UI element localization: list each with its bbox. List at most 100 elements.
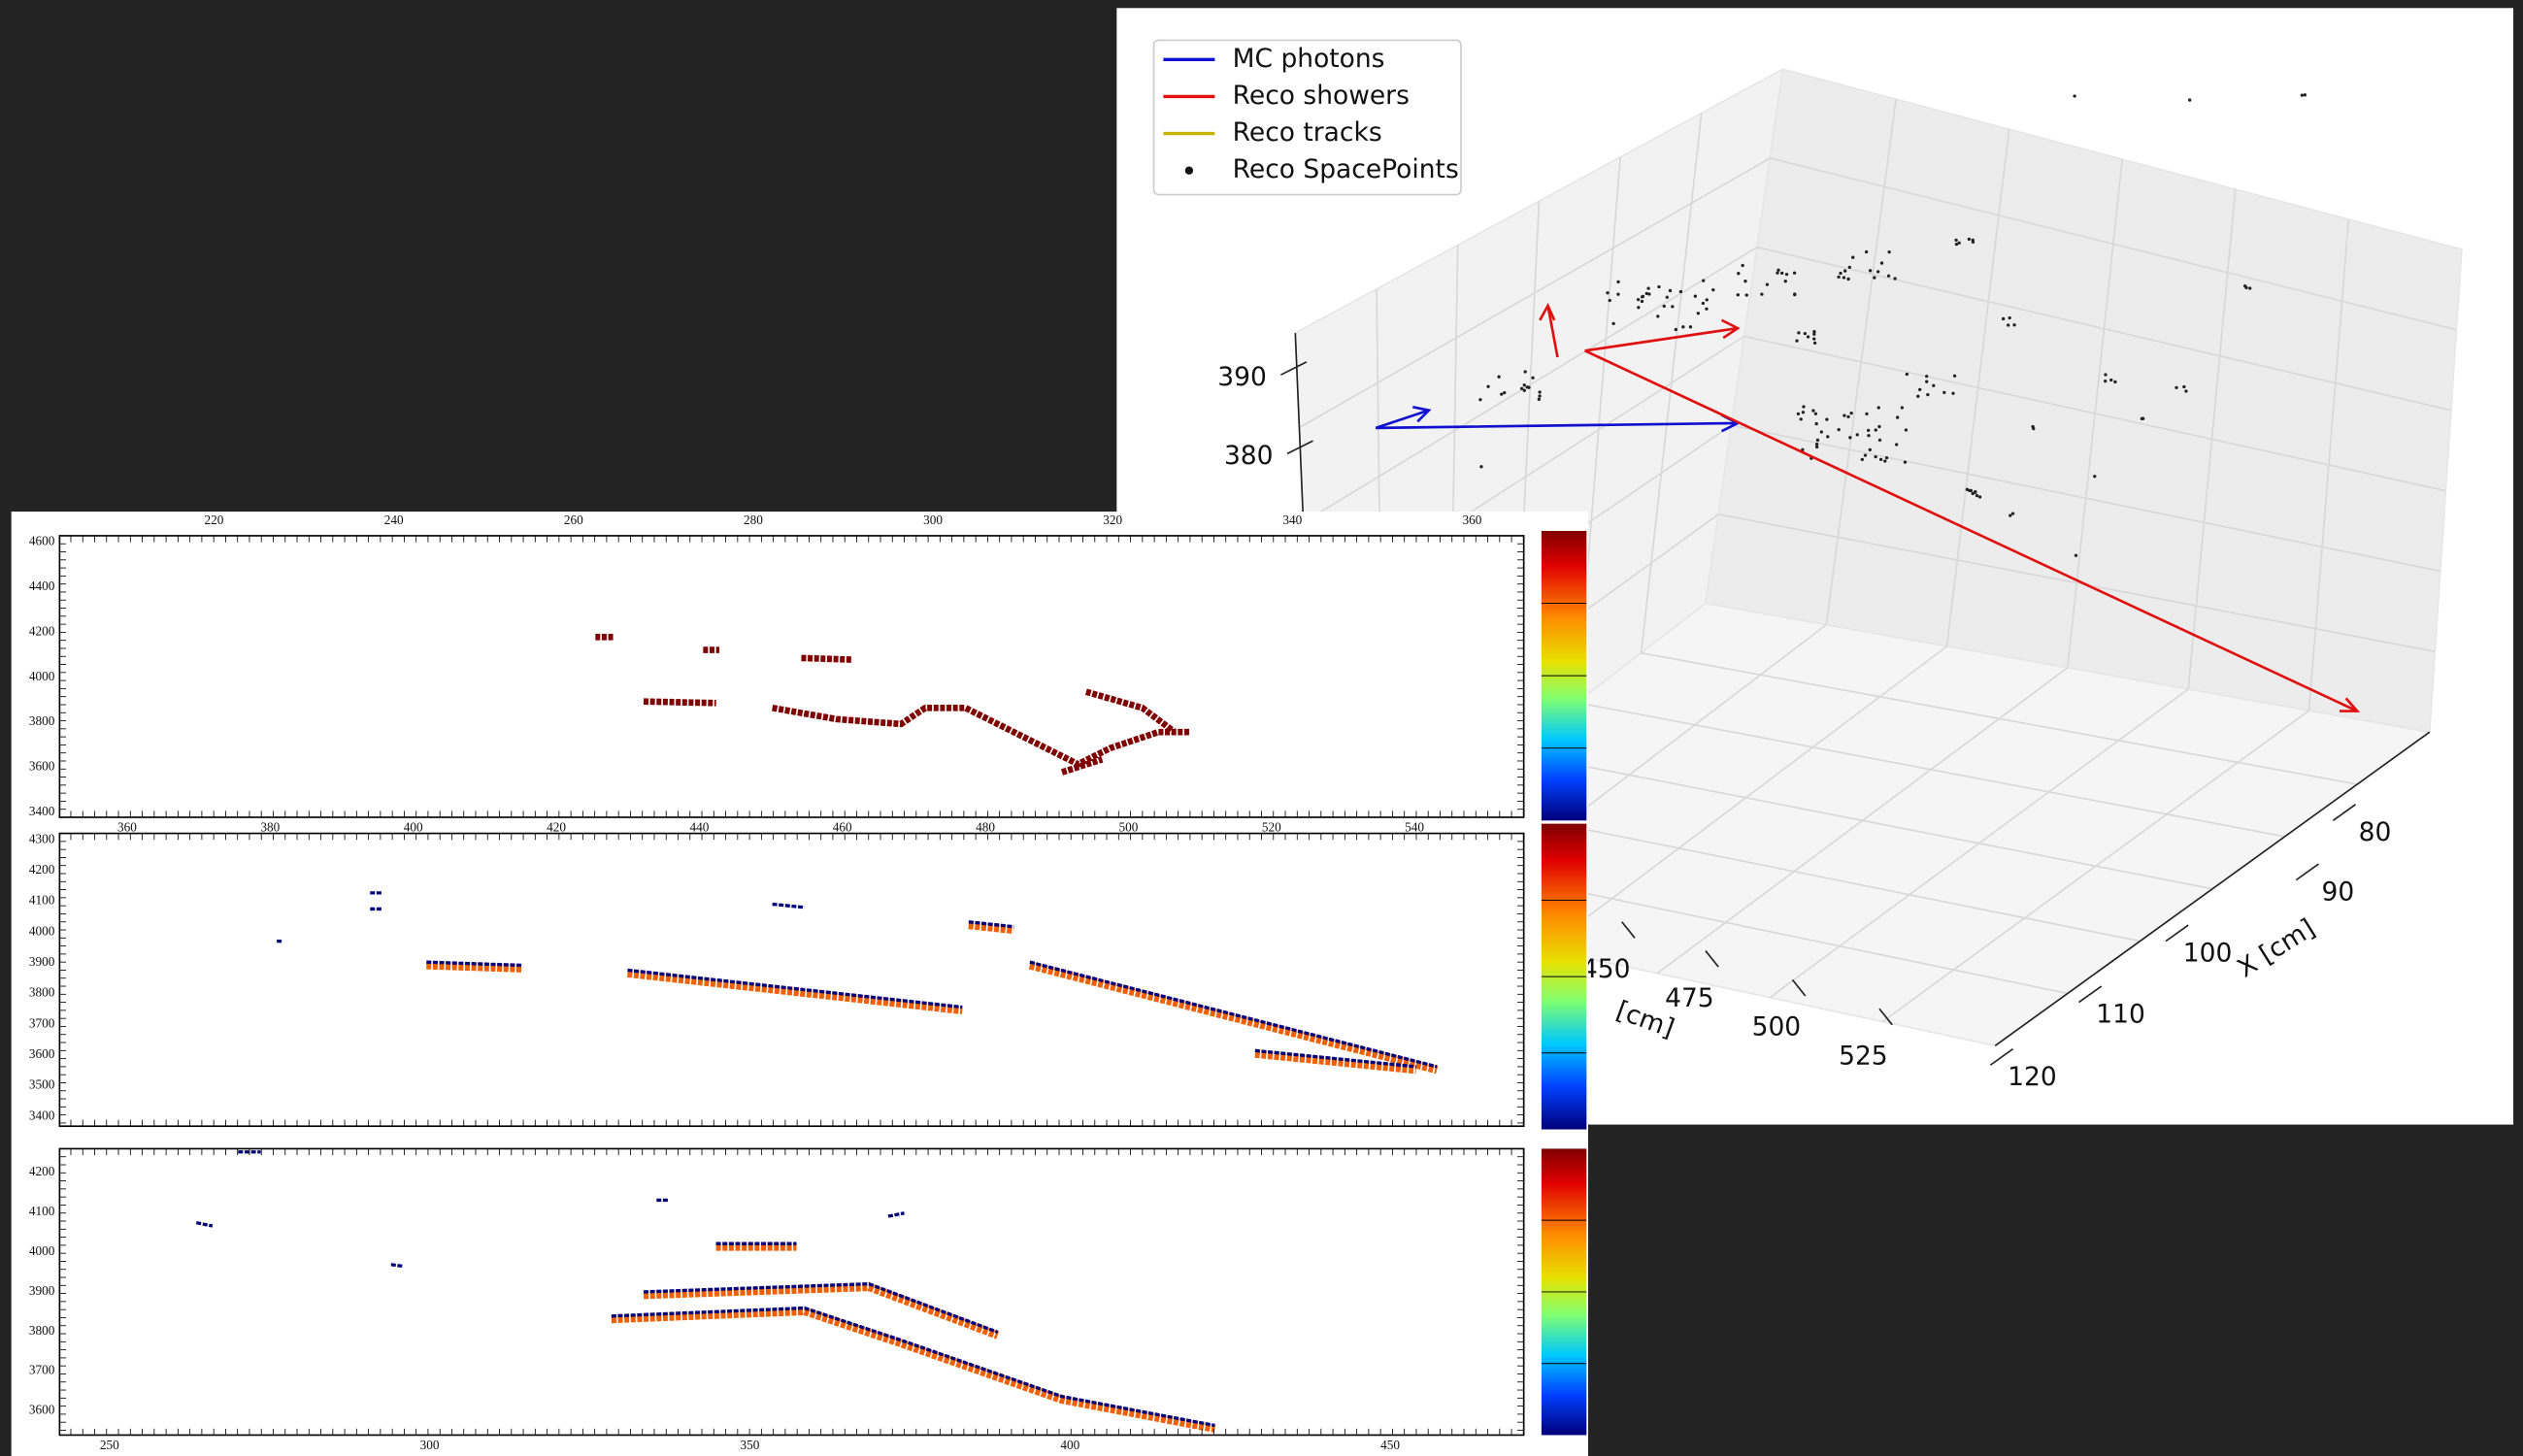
hit-track	[277, 891, 1438, 1069]
spacepoint	[1876, 270, 1880, 274]
spacepoint	[1863, 453, 1868, 457]
spacepoint	[1776, 268, 1780, 272]
spacepoint	[1616, 280, 1620, 284]
y-tick-label: 4200	[29, 862, 55, 877]
spacepoint	[1662, 304, 1666, 309]
spacepoint	[1538, 390, 1542, 394]
spacepoint	[1903, 460, 1908, 464]
y-tick	[1705, 950, 1719, 968]
spacepoint	[1954, 242, 1959, 247]
spacepoint	[1886, 274, 1891, 278]
spacepoint	[1866, 428, 1871, 433]
y-tick-label: 3900	[29, 1283, 55, 1298]
window-background	[11, 512, 1588, 1456]
spacepoint	[1606, 291, 1610, 295]
spacepoint	[1842, 276, 1846, 280]
spacepoint	[1814, 443, 1819, 447]
spacepoint	[1812, 341, 1817, 346]
spacepoint	[1868, 269, 1873, 273]
x-tick-label: 400	[404, 820, 423, 835]
spacepoint	[1668, 288, 1673, 293]
y-tick-label: 4000	[29, 1243, 55, 1258]
y-tick-label: 4100	[29, 1204, 55, 1218]
spacepoint	[2243, 283, 2247, 288]
spacepoint	[2303, 93, 2307, 97]
spacepoint	[1878, 457, 1883, 462]
x-tick	[2332, 804, 2357, 821]
spacepoint	[2188, 98, 2192, 102]
legend-label: Reco showers	[1233, 81, 1410, 111]
spacepoint	[1874, 428, 1877, 432]
spacepoint	[1792, 271, 1797, 275]
spacepoint	[1826, 435, 1830, 439]
spacepoint	[1837, 275, 1841, 280]
spacepoint	[1848, 436, 1852, 440]
spacepoint	[1519, 386, 1524, 391]
x-tick-label: 480	[976, 820, 995, 835]
spacepoint	[1711, 288, 1715, 292]
spacepoint	[1784, 272, 1789, 277]
spacepoint	[1855, 433, 1859, 437]
spacepoint	[1877, 424, 1881, 429]
spacepoint	[1500, 392, 1504, 396]
spacepoint	[1814, 445, 1819, 449]
spacepoint	[1918, 387, 1922, 392]
y-tick-label: 4600	[29, 534, 55, 548]
z-tick-label: 390	[1217, 362, 1267, 392]
spacepoint	[1503, 391, 1507, 395]
spacepoint	[1825, 417, 1829, 421]
y-tick-label: 3400	[29, 804, 55, 818]
spacepoint	[2109, 378, 2113, 382]
spacepoint	[1647, 292, 1651, 296]
plot-frame	[58, 1147, 1525, 1437]
y-tick-label: 3900	[29, 954, 55, 969]
spacepoint	[1887, 250, 1891, 254]
y-tick-label: 4300	[29, 831, 55, 845]
spacepoint	[2010, 512, 2015, 515]
spacepoint	[1942, 390, 1946, 395]
x-tick-label: 280	[744, 513, 763, 527]
spacepoint	[1681, 325, 1685, 329]
y-tick	[1791, 978, 1807, 997]
spacepoint	[1688, 325, 1693, 329]
spacepoint	[1954, 238, 1958, 243]
x-tick-label: 220	[205, 513, 224, 527]
spacepoint	[1925, 380, 1929, 383]
spacepoints	[1478, 93, 2307, 557]
spacepoint	[2007, 323, 2010, 327]
y-tick	[1621, 921, 1636, 939]
spacepoint	[1522, 383, 1526, 387]
spacepoint	[2012, 323, 2016, 327]
spacepoint	[1538, 394, 1542, 398]
spacepoint	[1837, 428, 1841, 432]
x-tick-label: 380	[260, 820, 280, 835]
spacepoint	[1793, 292, 1797, 297]
spacepoint	[1868, 447, 1872, 452]
legend-entries: MC photons Reco showers Reco tracks Reco Sp…	[1163, 44, 1459, 184]
x-tick-label: 120	[2008, 1062, 2057, 1092]
y-tick-label: 3600	[29, 759, 55, 774]
spacepoint	[1780, 271, 1784, 276]
spacepoint	[2300, 93, 2305, 97]
panel: 3600 3700 3800 3900 4000 4100 4200 250 300 350 400…	[29, 1147, 1587, 1452]
spacepoint	[1693, 294, 1698, 298]
spacepoint	[1865, 412, 1869, 416]
spacepoint	[1702, 279, 1706, 282]
spacepoint	[1737, 272, 1741, 276]
spacepoint	[1486, 384, 1490, 388]
y-tick-label: 3400	[29, 1108, 55, 1122]
spacepoint	[1637, 306, 1641, 310]
legend-label: Reco SpacePoints	[1233, 154, 1459, 184]
legend	[1152, 39, 1462, 196]
x-tick-label: 360	[117, 820, 137, 835]
x-tick-label: 400	[1060, 1438, 1079, 1452]
spacepoint	[1497, 375, 1501, 379]
spacepoint	[1812, 337, 1816, 341]
x-tick-label: 360	[1463, 513, 1482, 527]
spacepoint	[1843, 269, 1847, 273]
hit-track	[611, 1242, 1216, 1433]
spacepoint	[1479, 465, 1483, 469]
x-tick-label: 250	[100, 1438, 119, 1452]
spacepoint	[1811, 409, 1815, 413]
